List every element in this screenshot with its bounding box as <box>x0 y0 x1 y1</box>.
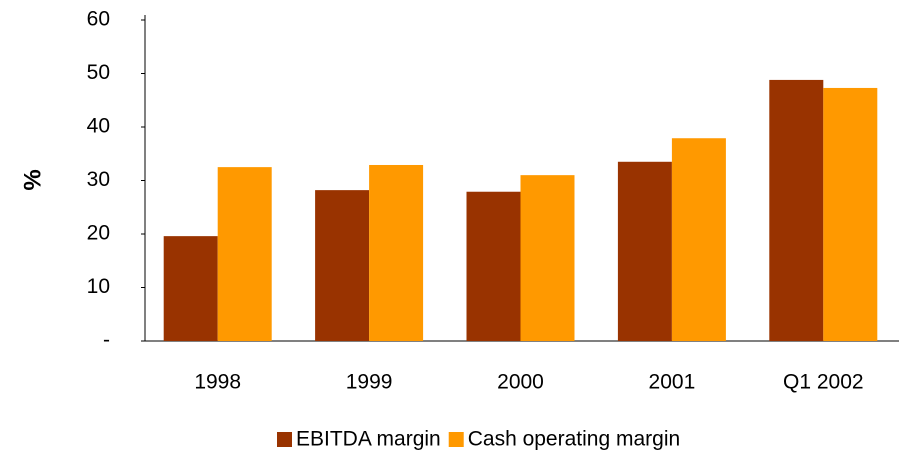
y-tick-label: 30 <box>87 168 110 191</box>
bar <box>520 175 575 341</box>
bar <box>466 191 521 341</box>
bar <box>315 190 370 341</box>
legend-swatch <box>277 432 292 447</box>
y-tick-label: 60 <box>87 8 110 31</box>
bar <box>617 161 672 341</box>
x-tick-label: 1999 <box>346 371 393 394</box>
bar <box>769 79 824 342</box>
bar <box>823 87 878 341</box>
y-tick-label: 50 <box>87 61 110 84</box>
y-tick-label: - <box>103 329 110 352</box>
legend-label: EBITDA margin <box>296 428 441 451</box>
bar <box>671 138 726 341</box>
legend-label: Cash operating margin <box>468 428 680 451</box>
x-tick-label: 1998 <box>194 371 241 394</box>
x-tick-label: Q1 2002 <box>783 371 864 394</box>
bar <box>217 167 272 341</box>
y-tick-label: 20 <box>87 222 110 245</box>
y-tick-label: 40 <box>87 115 110 138</box>
x-tick-label: 2000 <box>497 371 544 394</box>
legend-swatch <box>448 432 464 447</box>
bar <box>369 164 424 341</box>
bar <box>163 236 218 341</box>
y-axis-label: % <box>19 169 46 190</box>
x-tick-label: 2001 <box>649 371 696 394</box>
y-tick-label: 10 <box>87 275 110 298</box>
